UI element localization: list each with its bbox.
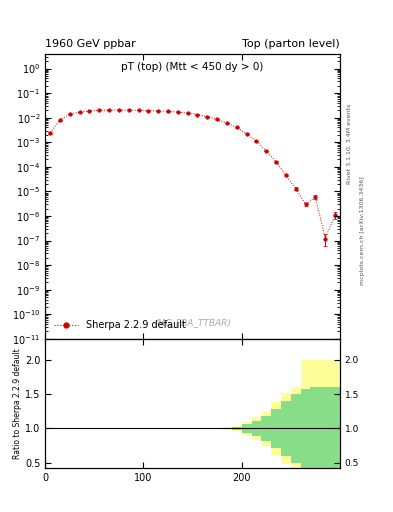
Text: Top (parton level): Top (parton level) — [242, 38, 340, 49]
Text: 1960 GeV ppbar: 1960 GeV ppbar — [45, 38, 136, 49]
Text: (MC_FBA_TTBAR): (MC_FBA_TTBAR) — [154, 318, 231, 328]
Legend: Sherpa 2.2.9 default: Sherpa 2.2.9 default — [50, 316, 190, 334]
Text: pT (top) (Mtt < 450 dy > 0): pT (top) (Mtt < 450 dy > 0) — [121, 62, 264, 72]
Y-axis label: Ratio to Sherpa 2.2.9 default: Ratio to Sherpa 2.2.9 default — [13, 348, 22, 459]
Text: mcplots.cern.ch [arXiv:1306.3436]: mcplots.cern.ch [arXiv:1306.3436] — [360, 176, 365, 285]
Text: Rivet 3.1.10, 3.4M events: Rivet 3.1.10, 3.4M events — [347, 103, 352, 183]
